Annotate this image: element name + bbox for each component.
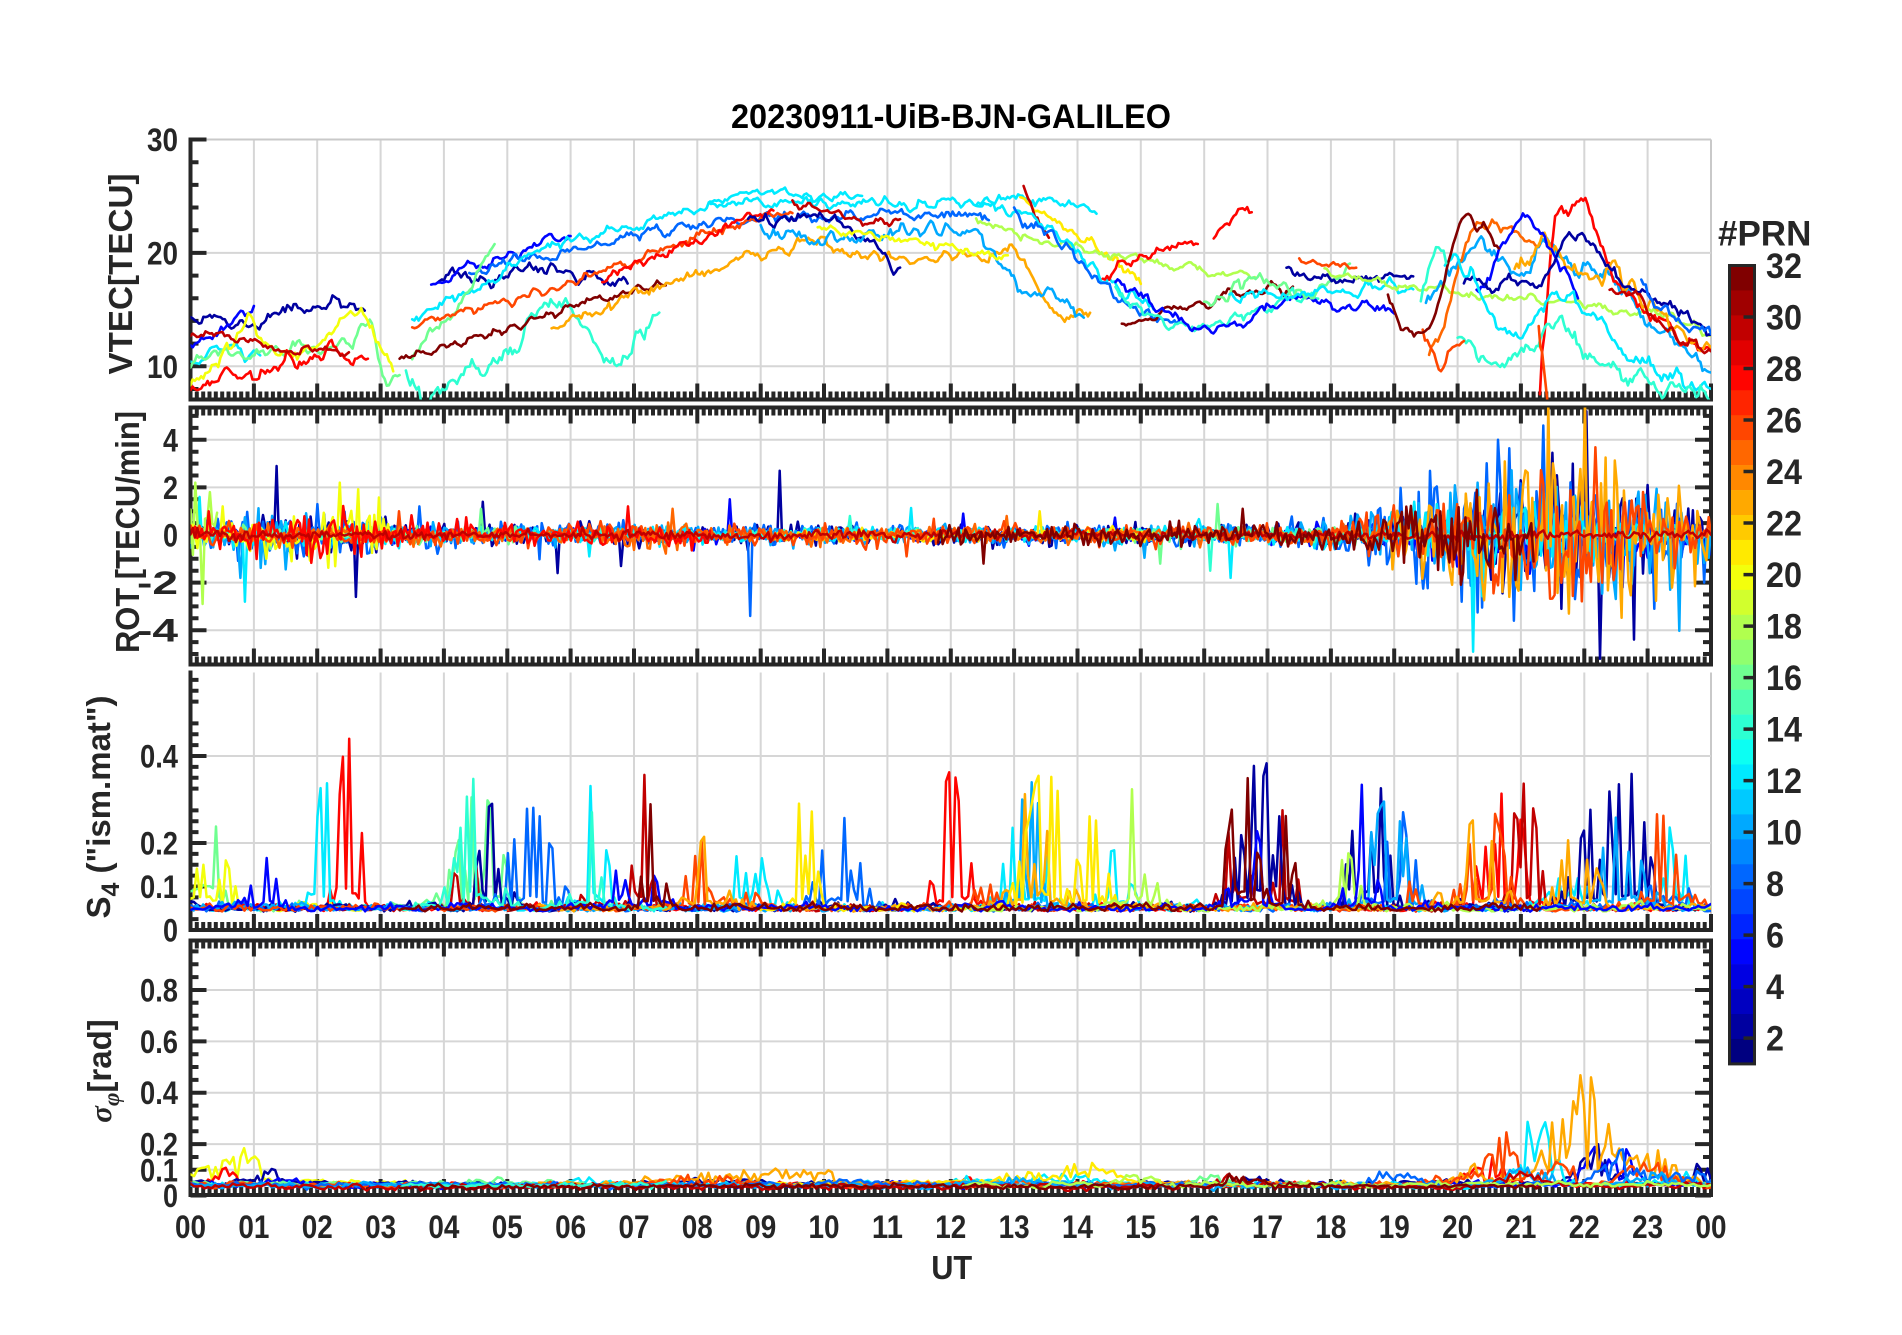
svg-text:03: 03	[365, 1209, 396, 1245]
svg-text:18: 18	[1315, 1209, 1346, 1245]
svg-text:-4: -4	[137, 613, 178, 649]
svg-text:10: 10	[1766, 814, 1802, 853]
svg-text:20: 20	[147, 235, 178, 271]
svg-text:17: 17	[1252, 1209, 1283, 1245]
svg-text:06: 06	[555, 1209, 586, 1245]
svg-text:-2: -2	[137, 565, 178, 601]
svg-text:0.1: 0.1	[140, 869, 178, 905]
svg-text:15: 15	[1125, 1209, 1156, 1245]
svg-text:18: 18	[1766, 608, 1802, 647]
svg-text:VTEC[TECU]: VTEC[TECU]	[102, 174, 139, 375]
svg-text:32: 32	[1766, 247, 1802, 286]
svg-text:2: 2	[1766, 1020, 1784, 1059]
svg-text:19: 19	[1379, 1209, 1410, 1245]
svg-text:24: 24	[1766, 453, 1802, 492]
svg-text:0: 0	[163, 518, 178, 554]
svg-text:#PRN: #PRN	[1718, 215, 1811, 254]
svg-text:21: 21	[1505, 1209, 1536, 1245]
svg-text:28: 28	[1766, 350, 1802, 389]
svg-text:4: 4	[1766, 968, 1784, 1007]
svg-text:σφ[rad]: σφ[rad]	[81, 1019, 124, 1123]
svg-text:20230911-UiB-BJN-GALILEO: 20230911-UiB-BJN-GALILEO	[731, 98, 1171, 136]
svg-text:8: 8	[1766, 865, 1784, 904]
svg-text:0: 0	[163, 1178, 178, 1214]
svg-text:11: 11	[872, 1209, 903, 1245]
svg-text:23: 23	[1632, 1209, 1663, 1245]
svg-text:01: 01	[238, 1209, 269, 1245]
svg-text:0.1: 0.1	[140, 1152, 178, 1188]
svg-text:30: 30	[147, 122, 178, 158]
svg-text:08: 08	[682, 1209, 713, 1245]
svg-text:UT: UT	[931, 1249, 972, 1286]
svg-text:0.6: 0.6	[140, 1024, 178, 1060]
svg-text:30: 30	[1766, 299, 1802, 338]
svg-text:20: 20	[1442, 1209, 1473, 1245]
svg-text:09: 09	[745, 1209, 776, 1245]
svg-text:0.4: 0.4	[140, 1075, 178, 1111]
svg-text:00: 00	[1696, 1209, 1727, 1245]
svg-text:14: 14	[1766, 711, 1802, 750]
svg-text:0.2: 0.2	[140, 826, 178, 862]
svg-text:2: 2	[163, 470, 178, 506]
svg-text:07: 07	[619, 1209, 650, 1245]
svg-text:05: 05	[492, 1209, 523, 1245]
svg-text:26: 26	[1766, 402, 1802, 441]
svg-text:16: 16	[1766, 659, 1802, 698]
svg-text:0.4: 0.4	[140, 739, 178, 775]
svg-text:16: 16	[1189, 1209, 1220, 1245]
svg-text:4: 4	[163, 422, 178, 458]
svg-text:10: 10	[809, 1209, 840, 1245]
svg-text:22: 22	[1569, 1209, 1600, 1245]
svg-text:0: 0	[163, 913, 178, 949]
svg-text:12: 12	[935, 1209, 966, 1245]
svg-text:13: 13	[999, 1209, 1030, 1245]
svg-text:0.2: 0.2	[140, 1127, 178, 1163]
svg-text:ROT [TECU/min]: ROT [TECU/min]	[109, 411, 146, 653]
svg-text:02: 02	[302, 1209, 333, 1245]
svg-text:04: 04	[428, 1209, 459, 1245]
svg-text:22: 22	[1766, 505, 1802, 544]
svg-text:12: 12	[1766, 762, 1802, 801]
svg-text:20: 20	[1766, 556, 1802, 595]
svg-text:00: 00	[175, 1209, 206, 1245]
svg-text:10: 10	[147, 349, 178, 385]
svg-text:0.8: 0.8	[140, 973, 178, 1009]
svg-text:14: 14	[1062, 1209, 1093, 1245]
svg-text:6: 6	[1766, 917, 1784, 956]
